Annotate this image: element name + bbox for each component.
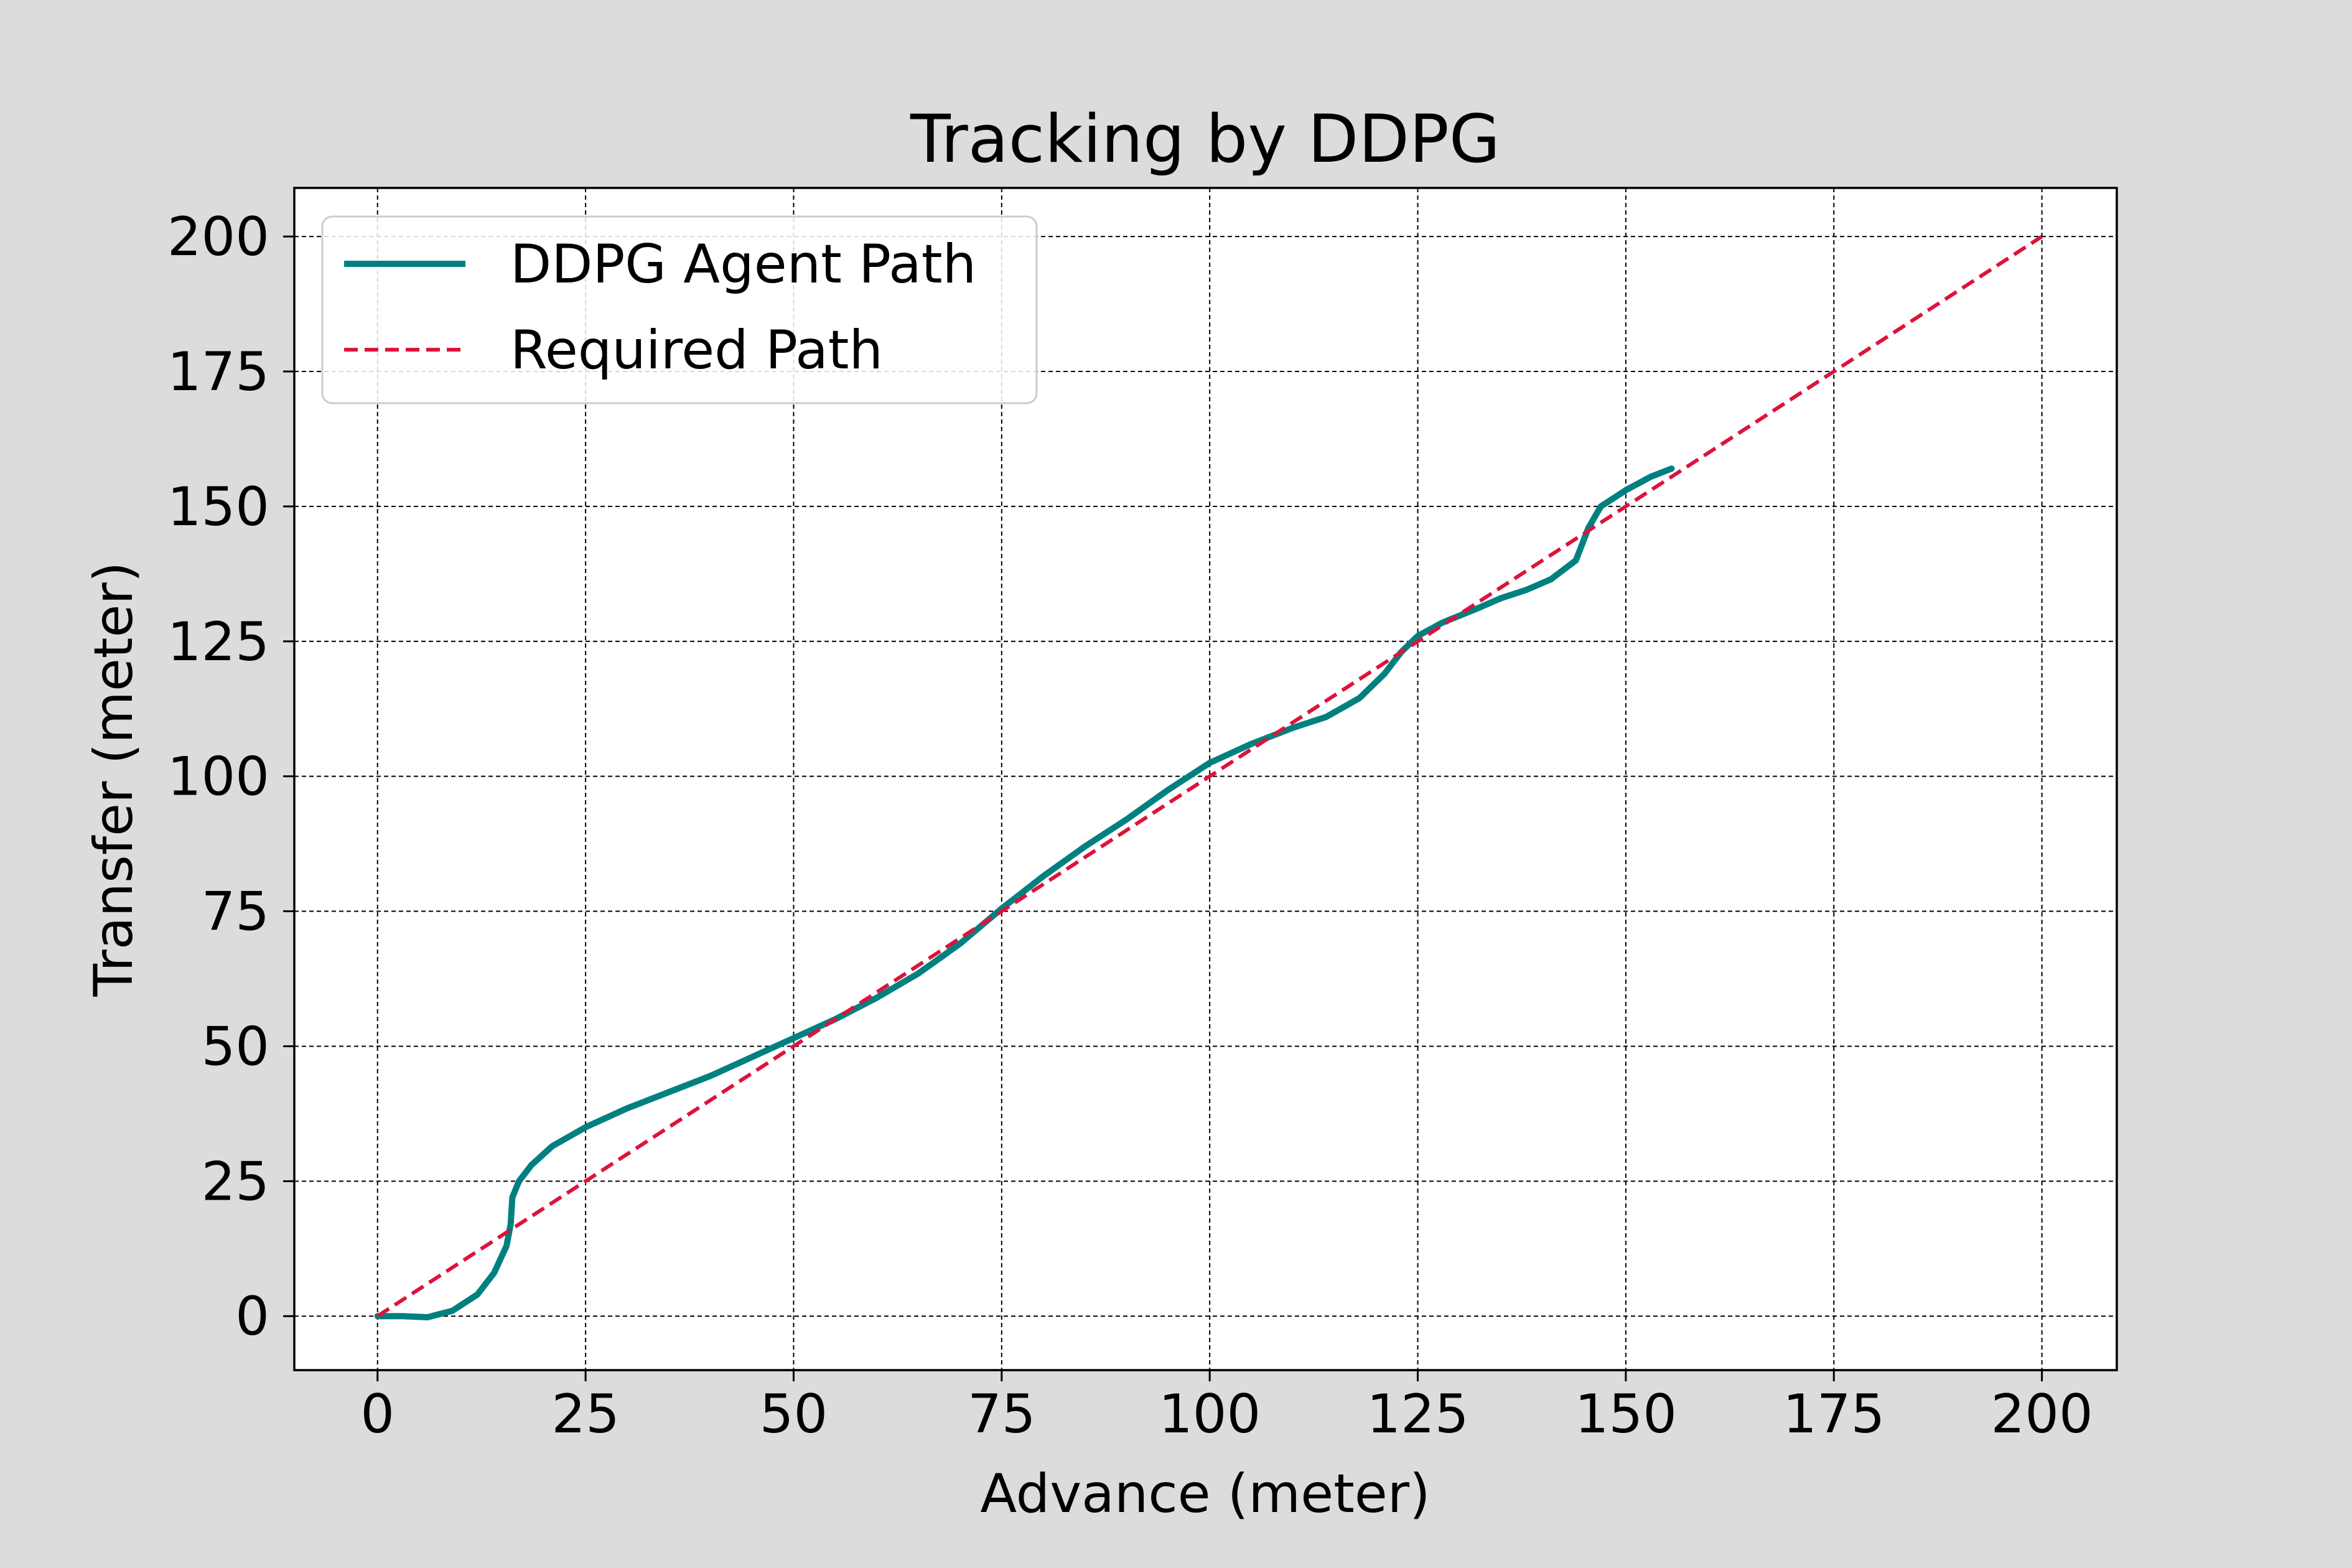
- y-tick-label: 0: [235, 1286, 269, 1348]
- legend-label-agent-path: DDPG Agent Path: [510, 233, 976, 296]
- legend-box: [321, 215, 1038, 404]
- y-tick-label: 50: [202, 1015, 269, 1078]
- agent-path-line: [374, 465, 1675, 1320]
- x-tick-label: 125: [1366, 1383, 1468, 1445]
- x-tick-label: 150: [1575, 1383, 1677, 1445]
- required-path-line: [376, 235, 2043, 1318]
- x-axis-label: Advance (meter): [980, 1463, 1430, 1525]
- y-axis-label: Transfer (meter): [83, 562, 145, 997]
- y-tick-label: 175: [167, 341, 269, 403]
- y-tick-label: 75: [202, 881, 269, 943]
- ticks: 0 25 50 75 100 125 150 175 200 0 25 50 75 100 125 150 17…: [167, 206, 2093, 1445]
- x-tick-label: 25: [551, 1383, 619, 1445]
- x-tick-label: 100: [1159, 1383, 1261, 1445]
- series-layer: [374, 235, 2043, 1320]
- x-tick-label: 175: [1783, 1383, 1885, 1445]
- legend: DDPG Agent Path Required Path: [321, 215, 1038, 404]
- y-tick-label: 100: [167, 746, 269, 808]
- x-tick-label: 75: [968, 1383, 1035, 1445]
- legend-label-required-path: Required Path: [510, 319, 883, 381]
- y-tick-label: 150: [167, 476, 269, 538]
- x-tick-label: 50: [760, 1383, 828, 1445]
- chart-title: Tracking by DDPG: [910, 101, 1500, 177]
- y-tick-label: 200: [167, 206, 269, 268]
- y-tick-label: 125: [167, 611, 269, 673]
- x-tick-label: 200: [1991, 1383, 2093, 1445]
- plot-frame: [293, 187, 2118, 1371]
- x-tick-label: 0: [360, 1383, 394, 1445]
- y-tick-label: 25: [202, 1150, 269, 1213]
